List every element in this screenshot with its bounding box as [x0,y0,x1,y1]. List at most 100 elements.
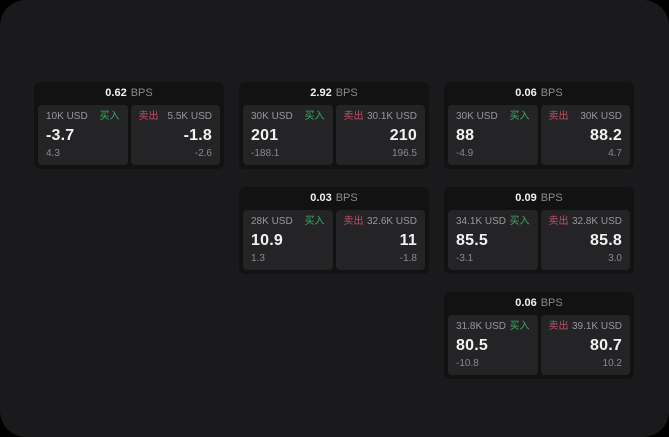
sell-side-label: 卖出 [548,321,569,332]
sell-amount: 30K USD [580,111,622,122]
buy-quote-panel[interactable]: 30K USD 买入 88 -4.9 [448,105,538,165]
sell-side-label: 卖出 [138,111,159,122]
sell-quote-panel[interactable]: 卖出 32.8K USD 85.8 3.0 [540,210,630,270]
sell-price-value: -1.8 [183,126,212,144]
sell-quote-panel[interactable]: 卖出 5.5K USD -1.8 -2.6 [130,105,220,165]
sell-sub-value: -1.8 [399,253,417,264]
sell-panel-top: 卖出 30K USD [549,112,623,122]
card-header: 0.03 BPS [243,187,425,210]
card-body: 34.1K USD 买入 85.5 -3.1 卖出 32.8K USD 85.8… [448,210,630,270]
quote-card: 2.92 BPS 30K USD 买入 201 -188.1 卖出 30.1K … [239,82,429,169]
bps-value: 0.09 [515,192,537,204]
buy-amount: 10K USD [46,111,88,122]
quote-card: 0.03 BPS 28K USD 买入 10.9 1.3 卖出 32.6K US… [239,187,429,274]
sell-amount: 30.1K USD [366,111,417,122]
sell-price-value: 85.8 [590,231,622,249]
buy-side-label: 买入 [304,111,325,122]
sell-price-value: 80.7 [590,336,622,354]
quotes-grid: 0.62 BPS 10K USD 买入 -3.7 4.3 卖出 5.5K USD… [34,82,634,379]
sell-sub-value: 196.5 [391,148,417,159]
bps-value: 0.62 [105,87,127,99]
card-body: 31.8K USD 买入 80.5 -10.8 卖出 39.1K USD 80.… [448,315,630,375]
buy-price-value: 88 [456,126,475,144]
buy-quote-panel[interactable]: 28K USD 买入 10.9 1.3 [243,210,333,270]
card-header: 0.06 BPS [448,292,630,315]
sell-side-label: 卖出 [343,111,364,122]
card-header: 0.09 BPS [448,187,630,210]
buy-side-label: 买入 [509,321,530,332]
buy-price-value: -3.7 [46,126,75,144]
buy-amount: 34.1K USD [456,216,507,227]
card-body: 10K USD 买入 -3.7 4.3 卖出 5.5K USD -1.8 -2.… [38,105,220,165]
bps-value: 0.06 [515,297,537,309]
sell-sub-value: -2.6 [194,148,212,159]
buy-side-label: 买入 [509,216,530,227]
buy-sub-value: -4.9 [456,148,474,159]
bps-unit-label: BPS [540,87,563,99]
bps-unit-label: BPS [540,192,563,204]
sell-panel-top: 卖出 32.6K USD [344,217,418,227]
buy-quote-panel[interactable]: 30K USD 买入 201 -188.1 [243,105,333,165]
quote-card: 0.09 BPS 34.1K USD 买入 85.5 -3.1 卖出 32.8K… [444,187,634,274]
buy-sub-value: -188.1 [251,148,280,159]
bps-unit-label: BPS [335,87,358,99]
buy-quote-panel[interactable]: 10K USD 买入 -3.7 4.3 [38,105,128,165]
buy-panel-top: 10K USD 买入 [46,112,120,122]
card-body: 30K USD 买入 88 -4.9 卖出 30K USD 88.2 4.7 [448,105,630,165]
sell-quote-panel[interactable]: 卖出 30.1K USD 210 196.5 [335,105,425,165]
sell-amount: 32.6K USD [366,216,417,227]
sell-quote-panel[interactable]: 卖出 30K USD 88.2 4.7 [540,105,630,165]
buy-sub-value: 1.3 [251,253,265,264]
card-header: 2.92 BPS [243,82,425,105]
sell-panel-top: 卖出 32.8K USD [549,217,623,227]
buy-sub-value: -10.8 [456,358,479,369]
sell-side-label: 卖出 [548,216,569,227]
sell-amount: 32.8K USD [571,216,622,227]
sell-panel-top: 卖出 30.1K USD [344,112,418,122]
bps-unit-label: BPS [130,87,153,99]
sell-amount: 5.5K USD [167,111,212,122]
buy-price-value: 201 [251,126,279,144]
sell-panel-top: 卖出 5.5K USD [139,112,213,122]
sell-sub-value: 4.7 [608,148,622,159]
sell-quote-panel[interactable]: 卖出 32.6K USD 11 -1.8 [335,210,425,270]
buy-sub-value: -3.1 [456,253,474,264]
sell-sub-value: 3.0 [608,253,622,264]
bps-value: 0.06 [515,87,537,99]
buy-side-label: 买入 [509,111,530,122]
card-body: 28K USD 买入 10.9 1.3 卖出 32.6K USD 11 -1.8 [243,210,425,270]
buy-side-label: 买入 [304,216,325,227]
sell-sub-value: 10.2 [602,358,622,369]
buy-amount: 31.8K USD [456,321,507,332]
buy-price-value: 85.5 [456,231,488,249]
buy-quote-panel[interactable]: 34.1K USD 买入 85.5 -3.1 [448,210,538,270]
buy-amount: 30K USD [251,111,293,122]
card-header: 0.62 BPS [38,82,220,105]
bps-unit-label: BPS [540,297,563,309]
bps-value: 0.03 [310,192,332,204]
buy-panel-top: 30K USD 买入 [251,112,325,122]
sell-price-value: 210 [389,126,417,144]
sell-price-value: 11 [399,231,417,249]
buy-price-value: 10.9 [251,231,283,249]
sell-panel-top: 卖出 39.1K USD [549,322,623,332]
quote-card: 0.06 BPS 31.8K USD 买入 80.5 -10.8 卖出 39.1… [444,292,634,379]
bps-value: 2.92 [310,87,332,99]
buy-amount: 30K USD [456,111,498,122]
quote-card: 0.06 BPS 30K USD 买入 88 -4.9 卖出 30K USD 8… [444,82,634,169]
sell-side-label: 卖出 [343,216,364,227]
sell-price-value: 88.2 [590,126,622,144]
buy-amount: 28K USD [251,216,293,227]
card-header: 0.06 BPS [448,82,630,105]
card-body: 30K USD 买入 201 -188.1 卖出 30.1K USD 210 1… [243,105,425,165]
bps-unit-label: BPS [335,192,358,204]
buy-quote-panel[interactable]: 31.8K USD 买入 80.5 -10.8 [448,315,538,375]
sell-quote-panel[interactable]: 卖出 39.1K USD 80.7 10.2 [540,315,630,375]
buy-sub-value: 4.3 [46,148,60,159]
quote-card: 0.62 BPS 10K USD 买入 -3.7 4.3 卖出 5.5K USD… [34,82,224,169]
buy-panel-top: 31.8K USD 买入 [456,322,530,332]
buy-panel-top: 28K USD 买入 [251,217,325,227]
buy-panel-top: 34.1K USD 买入 [456,217,530,227]
buy-price-value: 80.5 [456,336,488,354]
